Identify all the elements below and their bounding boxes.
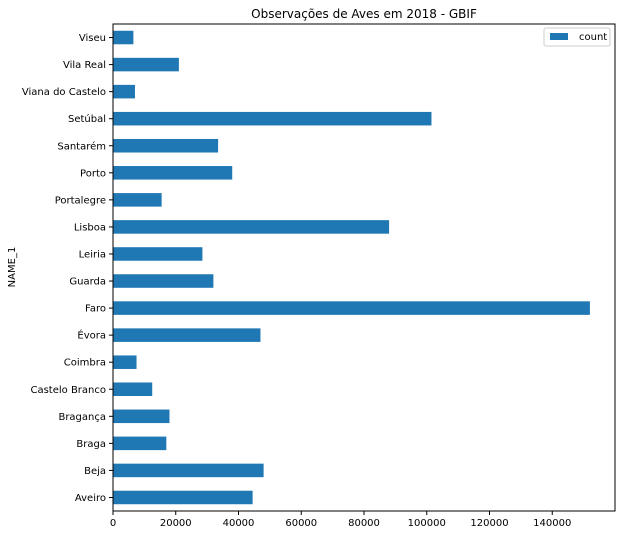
y-tick-label-lisboa: Lisboa [74,222,106,233]
y-tick-label-porto: Porto [80,168,106,179]
y-tick-label-aveiro: Aveiro [75,493,106,504]
bar-portalegre [113,193,162,207]
bar-santarem [113,138,219,153]
bar-viana-do-castelo [113,84,135,99]
x-tick-label-80000: 80000 [348,518,380,529]
y-tick-label-evora: Évora [77,329,106,342]
x-axis: 0 20000 40000 60000 80000 100000 120000 140000 [110,511,571,529]
y-tick-label-beja: Beja [84,466,106,477]
x-tick-label-100000: 100000 [408,518,446,529]
x-tick-label-40000: 40000 [223,518,255,529]
y-tick-label-santarem: Santarém [57,140,106,152]
x-tick-label-20000: 20000 [160,518,192,529]
y-tick-label-castelo-branco: Castelo Branco [30,385,106,396]
y-axis-label: NAME_1 [7,247,18,288]
y-tick-label-setubal: Setúbal [68,113,106,125]
y-tick-label-faro: Faro [85,304,106,315]
y-tick-label-portalegre: Portalegre [55,195,106,206]
x-tick-label-60000: 60000 [285,518,317,529]
bars-layer [113,30,590,505]
bar-braga [113,436,167,451]
legend-swatch-count [550,33,568,40]
y-tick-label-viseu: Viseu [79,33,106,44]
x-tick-label-120000: 120000 [470,518,508,529]
plot-frame [112,23,616,512]
bar-faro [113,301,590,315]
bar-beja [113,463,264,478]
bar-setubal [113,111,432,126]
legend-label-count: count [579,32,607,43]
bar-coimbra [113,355,137,369]
y-axis: Aveiro Beja Braga Bragança Castelo Branco Coi… [22,33,113,504]
x-tick-label-0: 0 [110,518,116,529]
bar-vila-real [113,57,179,72]
bar-leiria [113,247,203,261]
bar-castelo-branco [113,382,153,397]
bar-guarda [113,274,214,288]
bar-porto [113,166,233,180]
bar-lisboa [113,220,390,234]
legend-box [543,27,611,47]
x-tick-label-140000: 140000 [533,518,571,529]
y-tick-label-viana-do-castelo: Viana do Castelo [22,87,106,98]
bar-aveiro [113,490,253,505]
y-tick-label-braganca: Bragança [58,412,106,423]
y-tick-label-leiria: Leiria [79,249,106,260]
legend: count [543,27,611,47]
bar-viseu [113,30,134,45]
y-tick-label-braga: Braga [76,439,106,450]
y-tick-label-vila-real: Vila Real [63,60,106,71]
y-tick-label-guarda: Guarda [69,277,106,288]
bar-braganca [113,409,170,424]
bar-evora [113,328,261,342]
y-tick-label-coimbra: Coimbra [64,358,106,369]
chart-title: Observações de Aves em 2018 - GBIF [251,7,477,21]
